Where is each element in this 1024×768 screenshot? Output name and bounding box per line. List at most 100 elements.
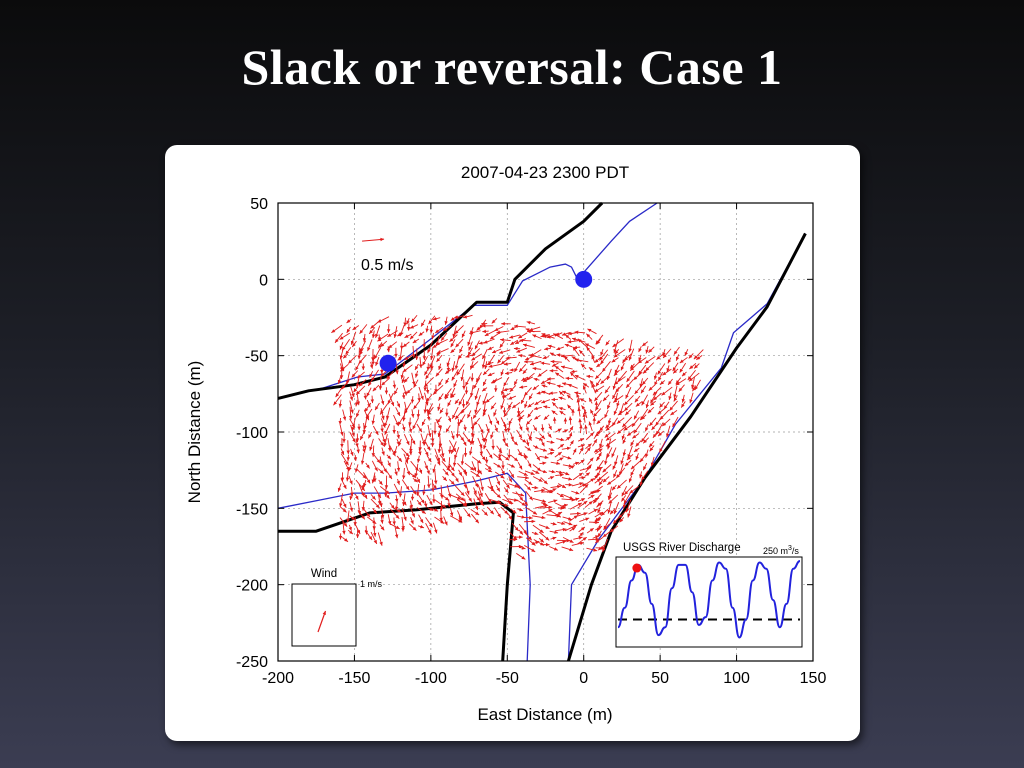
velocity-vector xyxy=(380,408,385,420)
velocity-vector xyxy=(408,423,413,433)
velocity-vector xyxy=(367,431,373,439)
velocity-vector xyxy=(586,527,595,534)
velocity-vector xyxy=(425,325,429,333)
velocity-vector xyxy=(485,395,495,404)
velocity-vector xyxy=(653,372,658,380)
velocity-vector xyxy=(473,377,481,390)
velocity-vector xyxy=(511,401,521,409)
velocity-vector xyxy=(439,509,443,522)
velocity-vector xyxy=(371,414,375,425)
velocity-vector xyxy=(448,468,456,477)
velocity-vector xyxy=(507,401,513,409)
velocity-vector xyxy=(392,425,396,434)
velocity-vector xyxy=(596,338,601,345)
velocity-vector xyxy=(397,414,405,426)
velocity-vector xyxy=(546,440,555,444)
velocity-vector xyxy=(621,485,628,497)
velocity-vector xyxy=(569,440,575,446)
velocity-vector xyxy=(358,354,367,365)
velocity-vector xyxy=(447,499,451,508)
velocity-vector xyxy=(555,527,567,532)
velocity-vector xyxy=(395,407,401,417)
velocity-vector xyxy=(423,439,431,451)
velocity-vector xyxy=(614,349,620,355)
velocity-vector xyxy=(491,348,502,354)
velocity-vector xyxy=(589,380,596,387)
velocity-vector xyxy=(392,517,396,526)
velocity-vector xyxy=(549,368,558,373)
velocity-vector xyxy=(554,372,565,379)
velocity-vector xyxy=(623,423,634,431)
velocity-vector xyxy=(534,504,549,509)
velocity-vector xyxy=(444,394,450,400)
velocity-vector xyxy=(602,394,610,402)
velocity-vector xyxy=(358,379,367,387)
velocity-vector xyxy=(532,424,538,432)
velocity-vector xyxy=(394,501,399,511)
velocity-vector xyxy=(408,523,417,531)
velocity-vector xyxy=(372,525,377,537)
velocity-vector xyxy=(464,492,473,502)
velocity-vector xyxy=(338,533,343,540)
velocity-vector xyxy=(401,392,406,399)
velocity-vector xyxy=(381,377,390,386)
velocity-vector xyxy=(335,386,343,398)
velocity-vector xyxy=(570,511,581,516)
velocity-vector xyxy=(639,471,643,479)
velocity-vector xyxy=(491,439,495,450)
velocity-vector xyxy=(629,485,639,494)
velocity-vector xyxy=(519,438,527,443)
velocity-vector xyxy=(414,370,419,378)
velocity-vector xyxy=(662,348,666,357)
velocity-vector xyxy=(383,434,388,447)
velocity-vector xyxy=(468,341,473,351)
velocity-vector xyxy=(549,546,559,551)
velocity-vector xyxy=(524,483,532,491)
velocity-vector xyxy=(443,516,448,526)
velocity-vector xyxy=(396,461,401,472)
velocity-vector xyxy=(531,540,540,545)
velocity-vector xyxy=(526,329,541,334)
velocity-vector xyxy=(450,348,456,354)
velocity-vector xyxy=(552,417,557,424)
velocity-vector xyxy=(363,441,367,450)
velocity-vector xyxy=(394,494,399,503)
velocity-vector xyxy=(673,395,678,402)
x-tick-label: -150 xyxy=(338,670,370,687)
velocity-vector xyxy=(435,338,448,346)
velocity-vector xyxy=(471,353,483,361)
velocity-vector xyxy=(500,454,510,461)
velocity-vector xyxy=(529,360,542,366)
velocity-vector xyxy=(577,338,589,348)
velocity-vector xyxy=(617,410,625,416)
scale-arrow xyxy=(362,237,385,242)
velocity-vector xyxy=(675,354,680,361)
velocity-vector xyxy=(554,502,567,509)
velocity-vector xyxy=(393,414,399,427)
velocity-vector xyxy=(350,448,354,456)
wind-scale-label: 1 m/s xyxy=(360,579,383,589)
velocity-vector xyxy=(423,447,429,457)
velocity-vector xyxy=(458,469,463,477)
velocity-vector xyxy=(432,384,444,395)
velocity-vector xyxy=(425,517,433,528)
velocity-vector xyxy=(452,456,457,467)
velocity-vector xyxy=(551,410,558,416)
velocity-vector xyxy=(339,332,350,340)
velocity-vector xyxy=(351,370,359,378)
velocity-vector xyxy=(387,330,398,338)
velocity-vector xyxy=(357,347,361,360)
velocity-vector xyxy=(540,477,548,485)
velocity-vector xyxy=(387,392,394,405)
velocity-vector xyxy=(418,514,424,524)
velocity-vector xyxy=(631,417,640,428)
velocity-vector xyxy=(661,386,673,396)
velocity-vector xyxy=(449,515,463,523)
velocity-vector xyxy=(444,368,452,375)
velocity-vector xyxy=(334,332,343,344)
velocity-vector xyxy=(596,468,602,477)
velocity-vector xyxy=(539,505,553,510)
velocity-vector xyxy=(437,403,441,411)
velocity-vector xyxy=(422,484,426,496)
velocity-vector xyxy=(588,397,593,404)
